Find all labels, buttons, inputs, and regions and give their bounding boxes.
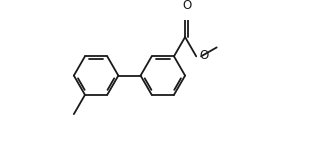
Text: O: O: [182, 0, 191, 12]
Text: O: O: [199, 49, 208, 62]
